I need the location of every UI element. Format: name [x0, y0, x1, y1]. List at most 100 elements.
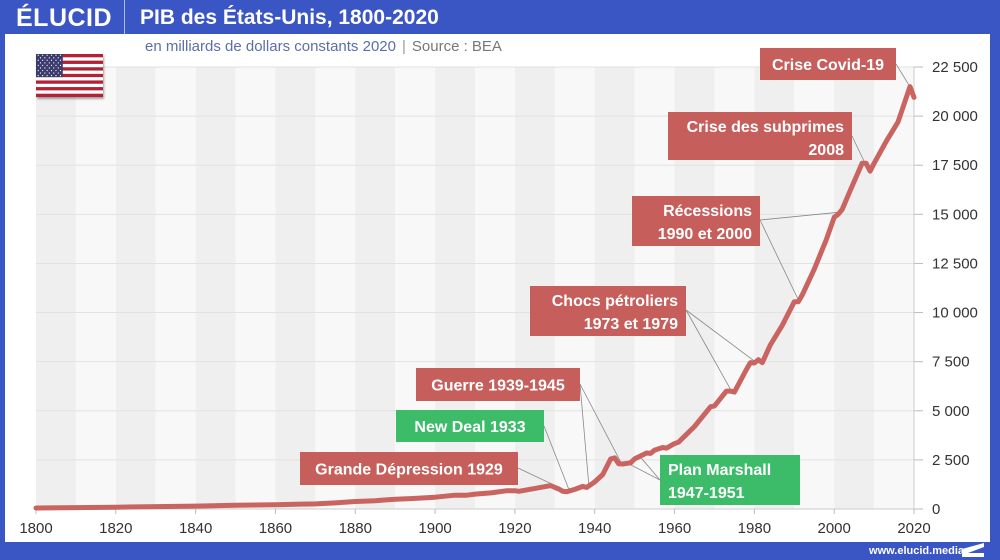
- x-tick-label: 1860: [259, 520, 292, 537]
- x-tick-label: 2020: [897, 520, 930, 537]
- y-tick-label: 0: [932, 501, 940, 518]
- y-tick-label: 5 000: [932, 403, 970, 420]
- x-tick-label: 1880: [339, 520, 372, 537]
- annotation-label: Chocs pétroliers: [552, 293, 678, 310]
- flag-star: [55, 69, 57, 72]
- annotation-label: 1990 et 2000: [658, 226, 752, 243]
- flag-star: [57, 57, 59, 59]
- flag-star: [57, 67, 59, 69]
- annotation-red: Chocs pétroliers 1973 et 1979: [530, 286, 686, 336]
- background-band: [235, 67, 276, 509]
- axes: 0 2 500 5 000 7 500 10 000 12 500 15 000 17 500…: [19, 59, 978, 537]
- annotations: Crise Covid-19 Crise des subprimes 2008 Réc…: [300, 48, 896, 505]
- flag-star: [53, 72, 55, 74]
- annotation-box: [530, 286, 686, 336]
- background-band: [155, 67, 196, 509]
- annotation-box: [300, 452, 518, 485]
- background-band: [115, 67, 156, 509]
- annotation-red: Guerre 1939-1945: [416, 368, 580, 401]
- flag-star: [37, 69, 39, 72]
- flag-star: [57, 72, 59, 74]
- flag-star: [50, 74, 53, 77]
- gdp-series-line: [33, 84, 917, 511]
- gridlines: [36, 66, 914, 461]
- annotation-box: [416, 368, 580, 401]
- y-tick-label: 2 500: [932, 452, 970, 469]
- annotation-box: [396, 410, 544, 442]
- background-band: [195, 67, 236, 509]
- flag-star: [46, 59, 48, 62]
- flag-star: [59, 59, 62, 62]
- annotation-label: 1947-1951: [668, 485, 745, 502]
- chart-subtitle: en milliards de dollars constants 2020 | S…: [145, 38, 502, 55]
- y-tick-label: 10 000: [932, 305, 978, 322]
- annotation-label: New Deal 1933: [414, 419, 525, 436]
- flag-star: [48, 62, 50, 64]
- flag-star: [44, 72, 46, 74]
- annotation-connector: [685, 309, 755, 362]
- flag-star: [48, 72, 50, 74]
- x-tick-label: 1920: [498, 520, 531, 537]
- x-tick-label: 1800: [19, 520, 52, 537]
- annotation-red: Récessions 1990 et 2000: [632, 196, 760, 246]
- flag-star: [59, 74, 62, 77]
- flag-star: [55, 59, 57, 62]
- annotation-connector: [579, 383, 622, 463]
- flag-star: [50, 64, 53, 67]
- flag-star: [48, 57, 50, 59]
- annotation-label: Récessions: [663, 203, 752, 220]
- annotation-connector: [638, 454, 661, 481]
- flag-star: [59, 69, 62, 72]
- annotation-connector: [759, 211, 839, 221]
- flag-star: [39, 57, 42, 59]
- y-tick-label: 15 000: [932, 206, 978, 223]
- background-band: [36, 67, 76, 509]
- flag-star: [57, 62, 59, 64]
- annotation-connector: [851, 135, 865, 162]
- chart-title: PIB des États-Unis, 1800-2020: [140, 6, 439, 29]
- background-band: [435, 67, 475, 509]
- flag-star: [53, 57, 55, 59]
- unit-label: en milliards de dollars constants 2020: [145, 38, 396, 55]
- flag-star: [37, 64, 39, 67]
- annotation-connector: [579, 383, 590, 485]
- annotation-connectors: [517, 63, 913, 490]
- x-tick-label: 1840: [179, 520, 212, 537]
- flag-star: [48, 67, 50, 69]
- flag-star: [50, 54, 53, 56]
- elucid-mark-icon: [962, 543, 984, 557]
- flag-star: [50, 59, 53, 62]
- annotation-red: Crise des subprimes 2008: [668, 112, 852, 160]
- annotation-red: Grande Dépression 1929: [300, 452, 518, 485]
- flag-star: [55, 64, 57, 67]
- flag-star: [42, 59, 44, 62]
- x-tick-label: 1900: [418, 520, 451, 537]
- annotation-connector: [685, 309, 731, 390]
- flag-star: [42, 74, 44, 77]
- subtitle-separator: |: [401, 38, 406, 55]
- flag-star: [42, 54, 44, 56]
- flag-star: [46, 64, 48, 67]
- annotation-label: Crise des subprimes: [687, 119, 845, 136]
- footer-url[interactable]: www.elucid.media: [869, 545, 964, 557]
- flag-star: [59, 54, 62, 56]
- annotation-label: 1973 et 1979: [584, 316, 678, 333]
- flag-star: [44, 67, 46, 69]
- flag-star: [44, 57, 46, 59]
- annotation-label: Plan Marshall: [668, 462, 771, 479]
- annotation-connector: [543, 425, 570, 490]
- flag-star: [50, 69, 53, 72]
- x-tick-label: 1940: [578, 520, 611, 537]
- flag-star: [42, 64, 44, 67]
- flag-star: [37, 54, 39, 56]
- annotation-box: [668, 112, 852, 160]
- annotation-green: Plan Marshall 1947-1951: [660, 455, 800, 505]
- flag-star: [39, 67, 42, 69]
- y-tick-label: 12 500: [932, 255, 978, 272]
- flag-star: [46, 69, 48, 72]
- background-band: [355, 67, 396, 509]
- annotation-box: [660, 455, 800, 505]
- flag-star: [55, 54, 57, 56]
- elucid-logo: ÉLUCID: [16, 4, 113, 32]
- background-band: [395, 67, 436, 509]
